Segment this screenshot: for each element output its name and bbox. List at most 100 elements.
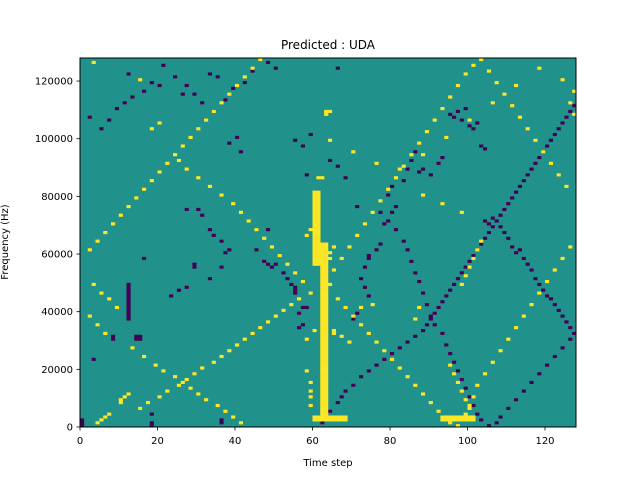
heatmap-cell <box>382 357 387 361</box>
heatmap-cell <box>254 248 259 252</box>
heatmap-cell <box>510 196 515 200</box>
heatmap-cell <box>293 288 298 292</box>
heatmap-cell <box>331 268 337 272</box>
heatmap-cell <box>459 282 464 286</box>
heatmap-cell <box>541 288 546 292</box>
heatmap-cell <box>207 277 213 281</box>
heatmap-cell <box>80 418 85 422</box>
heatmap-cell <box>424 130 430 134</box>
heatmap-cell <box>525 127 530 131</box>
heatmap-cell <box>211 360 216 364</box>
x-tick-label: 80 <box>384 436 397 447</box>
heatmap-cell <box>320 251 325 255</box>
heatmap-cell <box>320 412 325 416</box>
heatmap-cell <box>266 60 271 65</box>
heatmap-cell <box>149 127 154 131</box>
heatmap-cell <box>320 349 325 353</box>
heatmap-cell <box>409 158 414 163</box>
heatmap-cell <box>421 328 426 333</box>
heatmap-cell <box>312 259 317 263</box>
heatmap-cell <box>324 398 329 402</box>
heatmap-cell <box>320 369 325 373</box>
heatmap-cell <box>459 118 464 122</box>
heatmap-cell <box>324 415 329 419</box>
heatmap-cell <box>335 418 340 422</box>
heatmap-cell <box>316 256 321 261</box>
heatmap-cell <box>242 337 247 341</box>
heatmap-cell <box>335 297 340 301</box>
heatmap-cell <box>401 239 406 243</box>
heatmap-cell <box>304 173 309 177</box>
heatmap-cell <box>324 256 329 261</box>
heatmap-cell <box>324 349 329 353</box>
heatmap-cell <box>459 377 464 382</box>
heatmap-cell <box>324 363 329 367</box>
heatmap-cell <box>300 144 306 148</box>
heatmap-cell <box>281 271 286 275</box>
heatmap-cell <box>436 305 441 310</box>
heatmap-cell <box>138 78 143 82</box>
heatmap-cell <box>173 75 178 79</box>
heatmap-cell <box>475 121 480 125</box>
heatmap-cell <box>463 265 468 269</box>
heatmap-cell <box>184 377 189 382</box>
heatmap-cell <box>316 245 321 249</box>
heatmap-cell <box>328 109 333 114</box>
heatmap-cell <box>320 360 325 364</box>
heatmap-cell <box>320 380 325 385</box>
heatmap-cell <box>533 161 538 165</box>
heatmap-cell <box>188 386 193 390</box>
heatmap-cell <box>432 118 437 122</box>
heatmap-cell <box>343 305 348 310</box>
heatmap-cell <box>192 265 197 269</box>
heatmap-cell <box>444 294 449 298</box>
heatmap-cell <box>572 331 577 335</box>
heatmap-cell <box>312 328 317 333</box>
heatmap-cell <box>397 167 402 171</box>
heatmap-cell <box>324 291 329 295</box>
heatmap-cell <box>111 337 116 341</box>
heatmap-cell <box>537 372 542 376</box>
heatmap-cell <box>320 346 325 350</box>
heatmap-cell <box>440 300 445 304</box>
heatmap-cell <box>126 294 131 298</box>
heatmap-cell <box>514 326 519 330</box>
heatmap-cell <box>467 418 472 422</box>
heatmap-cell <box>483 372 488 376</box>
heatmap-cell <box>149 81 154 85</box>
heatmap-cell <box>192 262 197 266</box>
heatmap-cell <box>111 222 116 226</box>
heatmap-cell <box>138 337 143 341</box>
heatmap-cell <box>452 415 457 419</box>
heatmap-cell <box>126 308 131 312</box>
heatmap-cell <box>463 415 468 419</box>
heatmap-cell <box>393 176 399 180</box>
heatmap-cell <box>448 112 453 116</box>
heatmap-cell <box>390 357 395 361</box>
heatmap-cell <box>235 343 240 347</box>
heatmap-cell <box>157 395 162 399</box>
heatmap-cell <box>308 380 313 385</box>
heatmap-cell <box>448 421 453 425</box>
heatmap-cell <box>324 328 329 333</box>
heatmap-cell <box>324 294 329 298</box>
heatmap-cell <box>161 63 166 67</box>
heatmap-cell <box>370 303 375 307</box>
heatmap-cell <box>324 392 329 396</box>
heatmap-cell <box>490 216 495 220</box>
heatmap-cell <box>320 308 325 312</box>
heatmap-cell <box>297 311 302 315</box>
heatmap-cell <box>548 138 554 142</box>
heatmap-cell <box>316 219 321 223</box>
heatmap-cell <box>471 403 476 408</box>
heatmap-cell <box>324 303 329 307</box>
heatmap-cell <box>537 291 542 295</box>
heatmap-cell <box>184 207 189 212</box>
heatmap-cell <box>157 83 162 88</box>
heatmap-cell <box>374 248 379 252</box>
heatmap-cell <box>331 415 337 419</box>
heatmap-cell <box>324 251 329 255</box>
heatmap-cell <box>455 415 461 419</box>
heatmap-cell <box>324 279 329 284</box>
heatmap-cell <box>471 127 476 131</box>
